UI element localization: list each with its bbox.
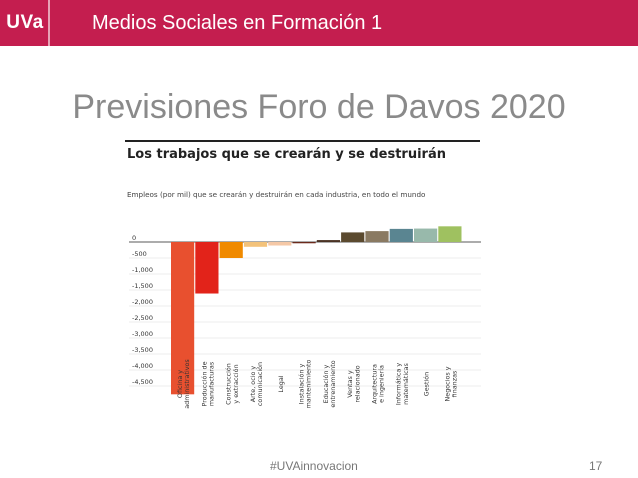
chart-top-rule xyxy=(125,140,480,142)
bar-4 xyxy=(243,242,268,247)
y-tick-label: -1,500 xyxy=(132,282,153,290)
x-tick-text: Producción demanufacturas xyxy=(200,361,215,406)
bar-12 xyxy=(438,226,462,242)
x-tick-label: Arquitecturae ingeniería xyxy=(370,364,385,404)
y-tick-label: -2,000 xyxy=(132,298,153,306)
slide-number: 17 xyxy=(589,459,603,473)
x-tick-label: Educación yentrenamiento xyxy=(322,360,337,407)
bar-6 xyxy=(292,242,316,244)
x-tick-label: Ventas yrelacionado xyxy=(346,365,361,402)
x-tick-label: Oficina yadministrativos xyxy=(176,359,191,409)
bar-9 xyxy=(365,231,389,242)
bar-3 xyxy=(219,242,243,258)
x-tick-text: Gestión xyxy=(423,372,431,396)
x-tick-label: Construccióny extracción xyxy=(225,363,240,405)
x-tick-label: Informática ymatemáticas xyxy=(395,362,410,405)
x-tick-label: Instalación ymantenimiento xyxy=(298,359,313,408)
slide-title: Previsiones Foro de Davos 2020 xyxy=(72,88,566,126)
x-tick-text: Ventas yrelacionado xyxy=(346,365,361,402)
x-tick-text: Informática ymatemáticas xyxy=(395,362,410,405)
logo-divider xyxy=(48,0,50,46)
bar-8 xyxy=(341,232,365,242)
footer-hashtag: #UVAinnovacion xyxy=(270,459,358,473)
x-tick-text: Legal xyxy=(277,375,285,392)
bar-1 xyxy=(171,242,195,395)
x-tick-text: Instalación ymantenimiento xyxy=(298,359,313,408)
y-tick-label: -2,500 xyxy=(132,314,153,322)
y-tick-label: -3,000 xyxy=(132,330,153,338)
x-tick-text: Construccióny extracción xyxy=(225,363,240,405)
slide-header: UVa Medios Sociales en Formación 1 xyxy=(0,0,638,46)
uva-logo: UVa xyxy=(0,0,50,46)
x-tick-text: Oficina yadministrativos xyxy=(176,359,191,409)
course-title: Medios Sociales en Formación 1 xyxy=(92,12,383,34)
x-tick-text: Educación yentrenamiento xyxy=(322,360,337,407)
x-tick-label: Arte, ocio ycomunicación xyxy=(249,362,264,406)
jobs-bar-chart: Los trabajos que se crearán y se destrui… xyxy=(125,140,481,409)
x-tick-label: Negocios yfinanzas xyxy=(443,366,458,401)
x-tick-label: Gestión xyxy=(423,372,431,396)
y-tick-label: 0 xyxy=(132,234,136,242)
bar-11 xyxy=(414,228,438,242)
x-tick-text: Arte, ocio ycomunicación xyxy=(249,362,264,406)
y-tick-label: -1,000 xyxy=(132,266,153,274)
bar-2 xyxy=(195,242,219,294)
bar-7 xyxy=(316,240,340,242)
chart-title: Los trabajos que se crearán y se destrui… xyxy=(127,147,446,162)
bar-10 xyxy=(389,228,413,242)
bar-5 xyxy=(268,242,292,246)
x-tick-text: Negocios yfinanzas xyxy=(443,366,458,401)
x-tick-label: Producción demanufacturas xyxy=(200,361,215,406)
y-tick-label: -4,500 xyxy=(132,378,153,386)
x-tick-label: Legal xyxy=(277,375,285,392)
x-tick-text: Arquitecturae ingeniería xyxy=(370,364,385,404)
y-tick-label: -4,000 xyxy=(132,362,153,370)
chart-container: Los trabajos que se crearán y se destrui… xyxy=(125,140,485,458)
chart-subtitle: Empleos (por mil) que se crearán y destr… xyxy=(127,190,425,199)
y-tick-label: -500 xyxy=(132,250,147,258)
y-tick-label: -3,500 xyxy=(132,346,153,354)
